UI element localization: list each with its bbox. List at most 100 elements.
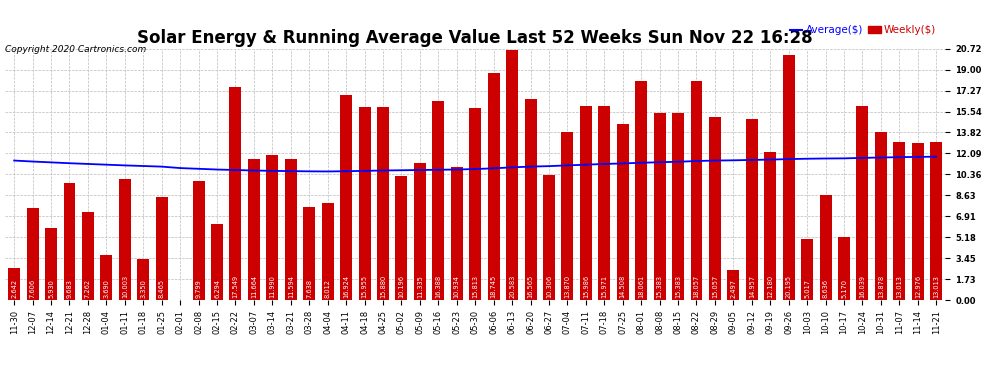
Text: 2.497: 2.497 <box>731 279 737 298</box>
Bar <box>580 106 592 300</box>
Bar <box>856 105 868 300</box>
Text: 15.813: 15.813 <box>472 275 478 298</box>
Text: 3.690: 3.690 <box>103 279 109 298</box>
Text: 15.880: 15.880 <box>380 275 386 298</box>
Bar <box>506 50 518 300</box>
Bar <box>820 195 832 300</box>
Bar <box>82 212 94 300</box>
Bar <box>875 132 887 300</box>
Bar <box>783 55 795 300</box>
Bar <box>27 208 39 300</box>
Text: 11.664: 11.664 <box>250 275 257 298</box>
Text: 8.465: 8.465 <box>158 279 164 298</box>
Text: 15.383: 15.383 <box>675 275 681 298</box>
Text: 6.294: 6.294 <box>214 279 220 298</box>
Text: 15.383: 15.383 <box>656 275 662 298</box>
Text: 16.565: 16.565 <box>528 275 534 298</box>
Text: 5.170: 5.170 <box>842 279 847 298</box>
Text: 15.986: 15.986 <box>583 275 589 298</box>
Text: 3.350: 3.350 <box>141 279 147 298</box>
Bar <box>395 176 408 300</box>
Text: 9.799: 9.799 <box>196 279 202 298</box>
Text: 7.638: 7.638 <box>306 279 312 298</box>
Bar <box>414 162 426 300</box>
Bar <box>636 81 647 300</box>
Bar <box>211 224 223 300</box>
Bar <box>100 255 113 300</box>
Bar <box>617 124 629 300</box>
Text: 7.262: 7.262 <box>85 279 91 298</box>
Text: 10.934: 10.934 <box>453 275 459 298</box>
Bar <box>745 118 757 300</box>
Text: 18.745: 18.745 <box>491 275 497 298</box>
Text: 8.636: 8.636 <box>823 279 829 298</box>
Bar <box>598 106 610 300</box>
Bar <box>193 181 205 300</box>
Text: 14.508: 14.508 <box>620 275 626 298</box>
Text: 10.196: 10.196 <box>398 275 405 298</box>
Bar <box>8 268 20 300</box>
Text: 13.870: 13.870 <box>564 275 570 298</box>
Bar <box>561 132 573 300</box>
Bar <box>266 154 278 300</box>
Text: 18.061: 18.061 <box>639 275 644 298</box>
Text: 5.017: 5.017 <box>804 279 810 298</box>
Bar <box>450 167 462 300</box>
Title: Solar Energy & Running Average Value Last 52 Weeks Sun Nov 22 16:28: Solar Energy & Running Average Value Las… <box>138 29 813 47</box>
Bar <box>119 179 131 300</box>
Text: 12.976: 12.976 <box>915 275 921 298</box>
Bar <box>303 207 315 300</box>
Bar <box>728 270 740 300</box>
Text: 14.957: 14.957 <box>748 275 754 298</box>
Bar <box>377 108 389 300</box>
Bar <box>285 159 297 300</box>
Text: 13.878: 13.878 <box>878 275 884 298</box>
Bar <box>155 197 167 300</box>
Bar <box>672 114 684 300</box>
Text: 11.990: 11.990 <box>269 275 275 298</box>
Bar <box>838 237 850 300</box>
Bar <box>931 142 942 300</box>
Text: 16.388: 16.388 <box>436 275 442 298</box>
Bar <box>230 87 242 300</box>
Text: 10.306: 10.306 <box>545 275 552 298</box>
Text: 16.039: 16.039 <box>859 275 865 298</box>
Bar <box>709 117 721 300</box>
Bar <box>358 106 370 300</box>
Text: 13.013: 13.013 <box>896 275 902 298</box>
Bar <box>46 228 57 300</box>
Bar <box>912 142 924 300</box>
Legend: Average($), Weekly($): Average($), Weekly($) <box>786 21 940 40</box>
Text: 7.606: 7.606 <box>30 279 36 298</box>
Text: 10.003: 10.003 <box>122 275 128 298</box>
Text: 5.930: 5.930 <box>49 279 54 298</box>
Text: 8.012: 8.012 <box>325 279 331 298</box>
Text: 15.057: 15.057 <box>712 275 718 298</box>
Text: Copyright 2020 Cartronics.com: Copyright 2020 Cartronics.com <box>5 45 147 54</box>
Text: 9.683: 9.683 <box>66 279 72 298</box>
Text: 20.195: 20.195 <box>786 275 792 298</box>
Text: 13.013: 13.013 <box>934 275 940 298</box>
Bar <box>138 260 149 300</box>
Bar <box>690 81 703 300</box>
Bar <box>469 108 481 300</box>
Bar <box>63 183 75 300</box>
Bar <box>433 101 445 300</box>
Bar <box>248 159 260 300</box>
Bar <box>543 175 555 300</box>
Bar <box>341 95 352 300</box>
Bar <box>764 152 776 300</box>
Bar <box>322 203 334 300</box>
Text: 11.594: 11.594 <box>288 275 294 298</box>
Text: 18.057: 18.057 <box>693 275 700 298</box>
Bar <box>893 142 905 300</box>
Bar <box>488 73 500 300</box>
Text: 11.335: 11.335 <box>417 275 423 298</box>
Bar <box>801 239 813 300</box>
Text: 20.583: 20.583 <box>509 275 515 298</box>
Text: 16.924: 16.924 <box>344 275 349 298</box>
Text: 15.955: 15.955 <box>361 275 367 298</box>
Bar <box>525 99 537 300</box>
Text: 12.180: 12.180 <box>767 275 773 298</box>
Bar <box>653 114 665 300</box>
